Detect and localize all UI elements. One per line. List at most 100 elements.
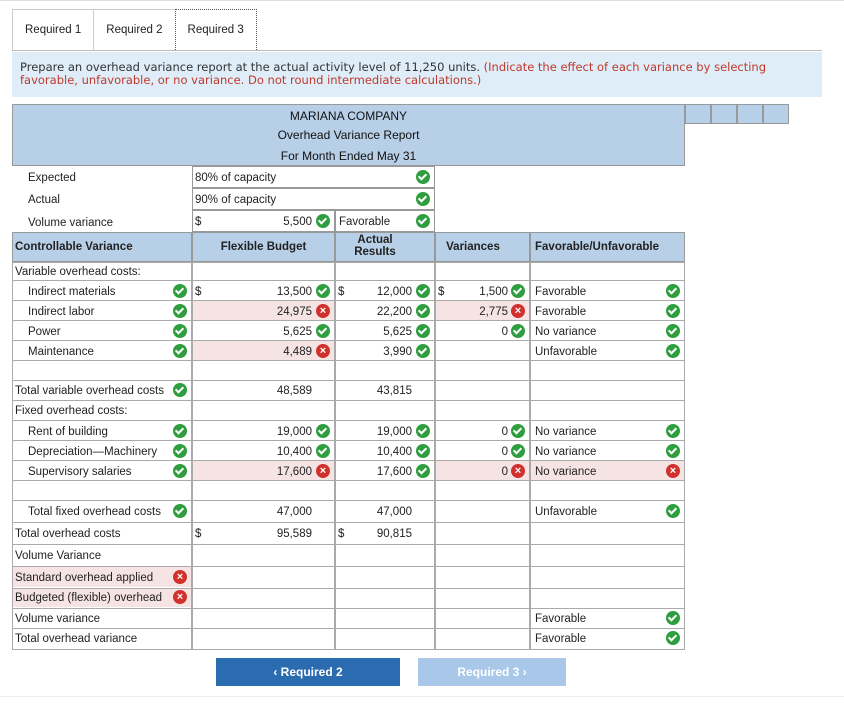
- variance-cell[interactable]: 0: [501, 426, 508, 438]
- volume-variance-row-label: Volume variance: [15, 613, 101, 625]
- report-title: Overhead Variance Report: [277, 128, 420, 142]
- effect-cell[interactable]: Favorable: [535, 306, 587, 318]
- variance-cell[interactable]: 0: [501, 326, 508, 338]
- check-icon: [511, 324, 525, 338]
- volume-variance-amount-input[interactable]: [192, 210, 335, 232]
- fav-unfav-header: Favorable/Unfavorable: [535, 241, 659, 253]
- check-icon: [666, 631, 680, 645]
- row-label: Supervisory salaries: [28, 466, 132, 478]
- total-fixed-actual[interactable]: 47,000: [376, 506, 412, 518]
- total-overhead-flexible[interactable]: 95,589: [276, 528, 312, 540]
- flexible-cell[interactable]: 19,000: [276, 426, 312, 438]
- volume-variance-label: Volume variance: [28, 217, 114, 229]
- check-icon: [316, 324, 330, 338]
- tab-required-2[interactable]: Required 2: [93, 9, 175, 50]
- actual-cell[interactable]: 19,000: [376, 426, 412, 438]
- chevron-left-icon: ‹: [273, 665, 281, 679]
- volume-variance-amount: 5,500: [283, 216, 312, 228]
- flexible-cell[interactable]: 17,600: [276, 466, 312, 478]
- effect-cell[interactable]: No variance: [535, 466, 597, 478]
- variance-cell[interactable]: 0: [501, 446, 508, 458]
- check-icon: [511, 444, 525, 458]
- report-header: [12, 104, 685, 166]
- total-fixed-label: Total fixed overhead costs: [28, 506, 161, 518]
- variance-cell[interactable]: 2,775: [479, 306, 508, 318]
- prev-required-button[interactable]: ‹ Required 2: [216, 658, 400, 686]
- check-icon: [666, 304, 680, 318]
- flexible-cell[interactable]: 5,625: [283, 326, 312, 338]
- flexible-cell[interactable]: 4,489: [283, 346, 312, 358]
- check-icon: [173, 444, 187, 458]
- x-icon: ×: [316, 344, 330, 358]
- actual-cell[interactable]: 3,990: [383, 346, 412, 358]
- check-icon: [666, 284, 680, 298]
- actual-cell[interactable]: 10,400: [376, 446, 412, 458]
- tab-required-3[interactable]: Required 3: [174, 9, 257, 50]
- total-overhead-variance-label: Total overhead variance: [15, 633, 138, 645]
- check-icon: [173, 464, 187, 478]
- check-icon: [173, 324, 187, 338]
- check-icon: [666, 424, 680, 438]
- actual-input[interactable]: [192, 188, 435, 210]
- check-icon: [416, 344, 430, 358]
- actual-cell[interactable]: 12,000: [376, 286, 412, 298]
- x-icon: ×: [173, 570, 187, 584]
- total-overhead-actual[interactable]: 90,815: [376, 528, 412, 540]
- x-icon: ×: [173, 590, 187, 604]
- company-name: MARIANA COMPANY: [289, 109, 408, 123]
- check-icon: [666, 344, 680, 358]
- flexible-cell[interactable]: 10,400: [276, 446, 312, 458]
- flexible-cell[interactable]: 24,975: [276, 306, 312, 318]
- x-icon: ×: [511, 304, 525, 318]
- next-required-button[interactable]: Required 3 ›: [418, 658, 566, 686]
- budgeted-flexible-label[interactable]: Budgeted (flexible) overhead: [15, 592, 163, 604]
- check-icon: [416, 304, 430, 318]
- actual-cell[interactable]: 5,625: [383, 326, 412, 338]
- instruction-main: Prepare an overhead variance report at t…: [20, 60, 480, 74]
- flexible-budget-header: Flexible Budget: [220, 241, 307, 253]
- standard-applied-label[interactable]: Standard overhead applied: [15, 572, 154, 584]
- total-overhead-variance-effect[interactable]: Favorable: [535, 633, 587, 645]
- check-icon: [173, 344, 187, 358]
- check-icon: [416, 284, 430, 298]
- check-icon: [316, 284, 330, 298]
- tab-bar: Required 1 Required 2 Required 3: [12, 9, 257, 51]
- effect-cell[interactable]: Unfavorable: [535, 346, 598, 358]
- total-fixed-effect[interactable]: Unfavorable: [535, 506, 598, 518]
- check-icon: [173, 304, 187, 318]
- volume-variance-effect-select[interactable]: [335, 210, 435, 232]
- instruction-note: (Indicate the effect of each variance by…: [20, 60, 767, 87]
- expected-value: 80% of capacity: [195, 172, 277, 184]
- effect-cell[interactable]: No variance: [535, 446, 597, 458]
- check-icon: [416, 464, 430, 478]
- check-icon: [416, 214, 430, 228]
- tab-required-1[interactable]: Required 1: [12, 9, 94, 50]
- check-icon: [511, 424, 525, 438]
- expected-input[interactable]: [192, 166, 435, 188]
- flexible-cell[interactable]: 13,500: [276, 286, 312, 298]
- variable-heading: Variable overhead costs:: [15, 266, 141, 278]
- row-label: Indirect materials: [28, 286, 116, 298]
- actual-results-header: Actual Results: [354, 234, 396, 258]
- variance-cell[interactable]: 1,500: [479, 286, 508, 298]
- variance-cell[interactable]: 0: [501, 466, 508, 478]
- row-label: Power: [28, 326, 61, 338]
- total-variable-flexible[interactable]: 48,589: [276, 385, 312, 397]
- check-icon: [666, 324, 680, 338]
- total-fixed-flexible[interactable]: 47,000: [276, 506, 312, 518]
- check-icon: [316, 214, 330, 228]
- effect-cell[interactable]: No variance: [535, 426, 597, 438]
- actual-cell[interactable]: 17,600: [376, 466, 412, 478]
- expected-label: Expected: [28, 172, 76, 184]
- x-icon: ×: [316, 304, 330, 318]
- volume-variance-row-effect[interactable]: Favorable: [535, 613, 587, 625]
- effect-cell[interactable]: No variance: [535, 326, 597, 338]
- total-variable-label: Total variable overhead costs: [15, 385, 164, 397]
- effect-cell[interactable]: Favorable: [535, 286, 587, 298]
- actual-cell[interactable]: 22,200: [376, 306, 412, 318]
- report-period: For Month Ended May 31: [280, 149, 417, 163]
- total-variable-actual[interactable]: 43,815: [376, 385, 412, 397]
- check-icon: [316, 424, 330, 438]
- row-label: Rent of building: [28, 426, 108, 438]
- check-icon: [173, 504, 187, 518]
